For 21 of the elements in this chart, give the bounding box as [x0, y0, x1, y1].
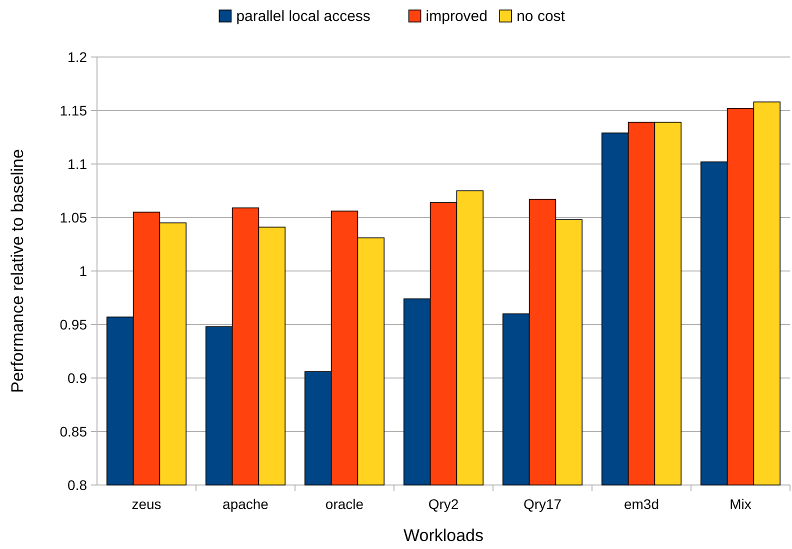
y-tick-label: 0.85 [60, 423, 88, 440]
x-axis-title: Workloads [404, 526, 484, 545]
x-tick-label: em3d [624, 496, 660, 512]
y-axis-title: Performance relative to baseline [8, 149, 27, 393]
y-tick-label: 0.8 [68, 476, 88, 493]
y-tick-label: 0.9 [68, 370, 88, 386]
y-tick-label: 1.1 [68, 156, 88, 172]
legend-label: no cost [516, 8, 566, 25]
x-tick-label: Qry2 [428, 496, 459, 512]
x-tick-label: zeus [132, 496, 162, 512]
legend-label: improved [426, 8, 488, 25]
x-tick-label: apache [222, 496, 269, 512]
y-tick-label: 1.2 [68, 48, 88, 65]
x-tick-label: Mix [730, 496, 752, 512]
y-tick-label: 1 [79, 262, 88, 279]
x-tick-label: oracle [325, 496, 364, 512]
x-tick-label: Qry17 [523, 496, 562, 512]
y-tick-label: 1.05 [60, 209, 88, 226]
y-tick-label: 0.95 [60, 316, 88, 332]
legend-label: parallel local access [236, 8, 370, 25]
y-tick-label: 1.15 [60, 102, 88, 118]
